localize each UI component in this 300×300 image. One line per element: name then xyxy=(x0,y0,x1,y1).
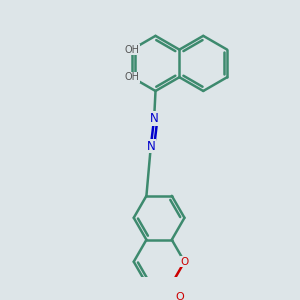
Text: N: N xyxy=(146,140,155,153)
Text: N: N xyxy=(150,112,158,125)
Text: O: O xyxy=(175,292,184,300)
Text: OH: OH xyxy=(124,45,139,55)
Text: OH: OH xyxy=(124,72,139,82)
Text: O: O xyxy=(180,257,189,267)
